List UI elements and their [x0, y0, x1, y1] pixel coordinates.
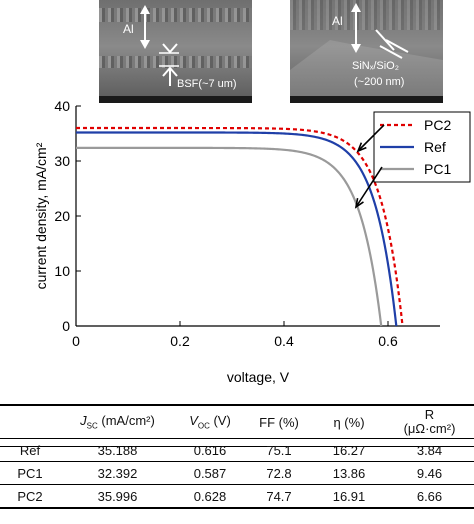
row-label: PC1	[17, 465, 43, 481]
cell-r: 9.46	[416, 465, 443, 481]
cell-r: 6.66	[416, 488, 443, 504]
legend-label-pc1: PC1	[424, 161, 451, 177]
y-tick-label: 20	[54, 208, 70, 224]
cell-jsc: 35.188	[97, 442, 138, 458]
row-label: Ref	[19, 442, 41, 458]
x-tick-label: 0	[72, 333, 80, 349]
annotation-arrow-pc1	[355, 166, 383, 208]
cell-ff: 74.7	[266, 488, 292, 504]
cell-voc: 0.616	[193, 442, 227, 458]
cell-jsc: 32.392	[97, 465, 138, 481]
sem-info-bar	[290, 96, 443, 103]
cell-voc: 0.587	[193, 465, 227, 481]
x-tick-label: 0.2	[170, 333, 190, 349]
layer-label: SiNₓ/SiO₂	[352, 60, 399, 72]
sem-image-passivation: Al SiNₓ/SiO₂ (~200 nm)	[290, 0, 443, 103]
jv-chart: 0 10 20 30 40 0 0.2 0.4 0.6 voltage, V current den…	[33, 98, 471, 385]
thickness-label: (~200 nm)	[354, 76, 405, 88]
table-top-rule	[0, 404, 474, 406]
sem-annotations	[140, 5, 179, 86]
cell-ff: 72.8	[266, 465, 292, 481]
al-label: Al	[123, 22, 134, 36]
annotation-arrow-pc2	[357, 124, 385, 152]
cell-r: 3.84	[416, 442, 443, 458]
x-axis-label: voltage, V	[227, 369, 290, 385]
header-voc: VOC (V)	[189, 413, 231, 431]
cell-voc: 0.628	[193, 488, 227, 504]
sem-texture	[99, 56, 252, 68]
header-r: R (μΩ·cm²)	[403, 407, 456, 436]
cell-eta: 16.27	[332, 442, 366, 458]
annotation-arrow-pc1-head	[354, 197, 364, 209]
cell-jsc: 35.996	[97, 488, 138, 504]
legend-label-ref: Ref	[424, 139, 446, 155]
al-label: Al	[332, 14, 343, 28]
y-tick-label: 40	[54, 98, 70, 114]
legend-label-pc2: PC2	[424, 117, 451, 133]
table-row: PC1 32.392 0.587 72.8 13.86 9.46	[0, 461, 474, 485]
cell-eta: 13.86	[332, 465, 366, 481]
x-tick-label: 0.4	[274, 333, 294, 349]
table-row: PC2 35.996 0.628 74.7 16.91 6.66	[0, 484, 474, 508]
cell-ff: 75.1	[266, 442, 292, 458]
table-header-rule	[0, 446, 474, 447]
y-tick-label: 0	[62, 318, 70, 334]
header-ff: FF (%)	[259, 414, 299, 430]
series-line-pc1	[76, 146, 383, 327]
y-tick-label: 30	[54, 153, 70, 169]
y-tick-label: 10	[54, 263, 70, 279]
annotation-arrow-pc2-head	[356, 142, 367, 153]
table-row: Ref 35.188 0.616 75.1 16.27 3.84	[0, 438, 474, 462]
cell-eta: 16.91	[332, 488, 366, 504]
row-label: PC2	[17, 488, 43, 504]
sem-texture	[99, 8, 252, 22]
header-eta: η (%)	[333, 414, 365, 430]
y-axis-label: current density, mA/cm²	[33, 142, 49, 289]
header-jsc: JSC (mA/cm²)	[80, 413, 155, 431]
header-empty	[0, 406, 60, 439]
results-table: JSC (mA/cm²) VOC (V) FF (%) η (%) R (μΩ·c…	[0, 406, 474, 509]
sem-image-bsf: Al BSF(~7 um)	[99, 0, 252, 103]
series-line-ref	[76, 131, 398, 327]
sem-info-bar	[99, 96, 252, 103]
sem-annotations	[290, 3, 443, 103]
x-tick-label: 0.6	[378, 333, 398, 349]
table-header-row: JSC (mA/cm²) VOC (V) FF (%) η (%) R (μΩ·c…	[0, 406, 474, 439]
series-line-pc2	[76, 126, 404, 327]
bsf-label: BSF(~7 um)	[177, 78, 237, 90]
sem-texture	[290, 0, 443, 30]
